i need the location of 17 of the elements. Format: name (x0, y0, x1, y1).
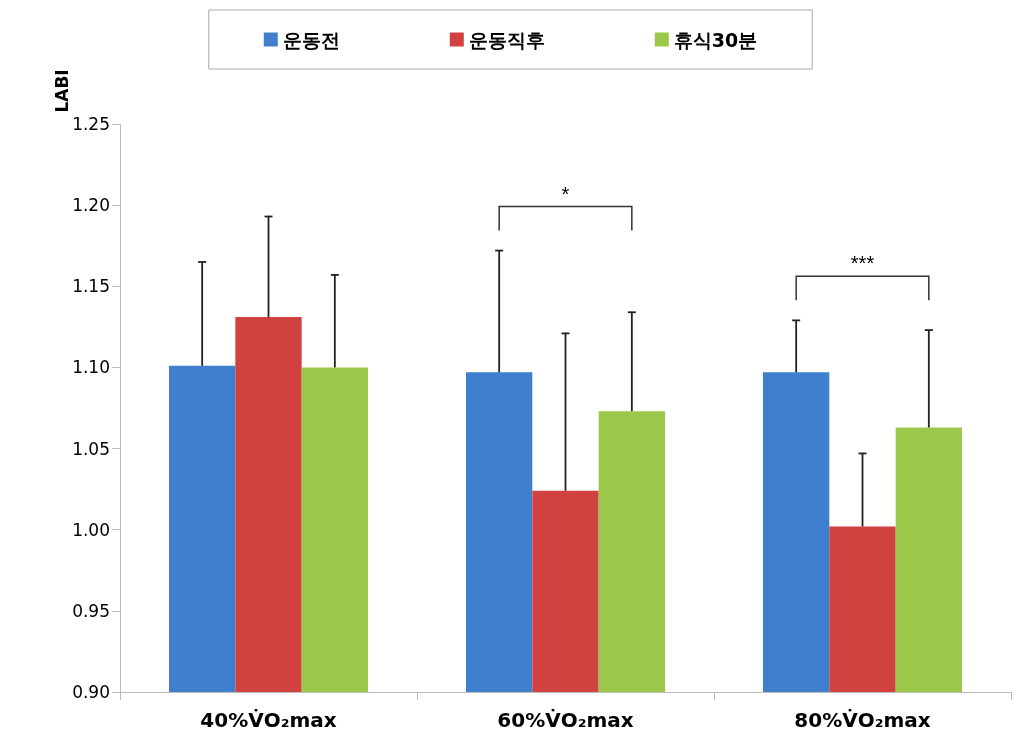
annotation: * (561, 182, 570, 205)
legend-label: 운동전 (282, 28, 340, 51)
x-tick-label: 60%V̇O₂max (497, 708, 634, 732)
y-tick-label: 1.10 (72, 357, 110, 378)
y-tick-label: 1.05 (72, 438, 110, 459)
x-tick-label: 40%V̇O₂max (200, 708, 337, 732)
y-tick-label: 1.20 (72, 195, 110, 216)
y-tick-label: 0.90 (72, 682, 110, 702)
y-tick-label: 0.95 (72, 600, 110, 621)
y-tick-label: 1.00 (72, 519, 110, 540)
y-axis-title: LABI (51, 69, 72, 113)
legend-label: 운동직후 (468, 28, 545, 51)
annotation: *** (850, 252, 875, 275)
legend-label: 휴식30분 (673, 28, 758, 51)
y-tick-label: 1.15 (72, 276, 110, 297)
x-tick-label: 80%V̇O₂max (794, 708, 931, 732)
y-tick-label: 1.25 (72, 114, 110, 134)
